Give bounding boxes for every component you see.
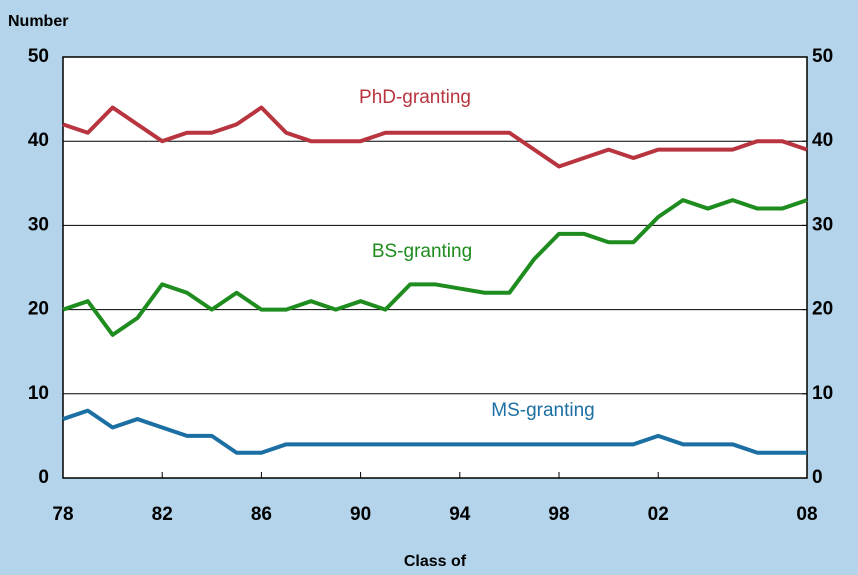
line-series (62, 105, 808, 169)
x-tick-label: 98 (548, 504, 569, 525)
y-tick-label: 0 (38, 467, 49, 488)
y-tick-label: 30 (28, 214, 49, 235)
series-label: BS-granting (372, 241, 472, 262)
x-tick-label: 08 (796, 504, 817, 525)
y2-tick-label: 20 (812, 299, 833, 320)
series-label: PhD-granting (359, 87, 471, 108)
plot-border (62, 56, 808, 479)
x-tick-label: 78 (52, 504, 73, 525)
y2-tick-label: 50 (812, 46, 833, 67)
y2-tick-label: 10 (812, 383, 833, 404)
y-tick-label: 40 (28, 130, 49, 151)
x-tick-label: 94 (449, 504, 471, 525)
y-tick-label: 20 (28, 299, 49, 320)
x-tick-label: 90 (350, 504, 371, 525)
x-tick-label: 86 (251, 504, 272, 525)
y-tick-label: 10 (28, 383, 49, 404)
line-series (62, 198, 808, 337)
y2-tick-label: 0 (812, 467, 823, 488)
line-series (62, 408, 807, 455)
series-label: MS-granting (491, 400, 595, 421)
y-axis-title: Number (8, 13, 68, 30)
x-tick-label: 82 (152, 504, 173, 525)
x-axis-title: Class of (404, 553, 467, 570)
y-tick-label: 50 (28, 46, 49, 67)
x-tick-label: 02 (648, 504, 669, 525)
plot-area (63, 57, 807, 478)
y2-tick-label: 30 (812, 214, 833, 235)
y2-tick-label: 40 (812, 130, 833, 151)
